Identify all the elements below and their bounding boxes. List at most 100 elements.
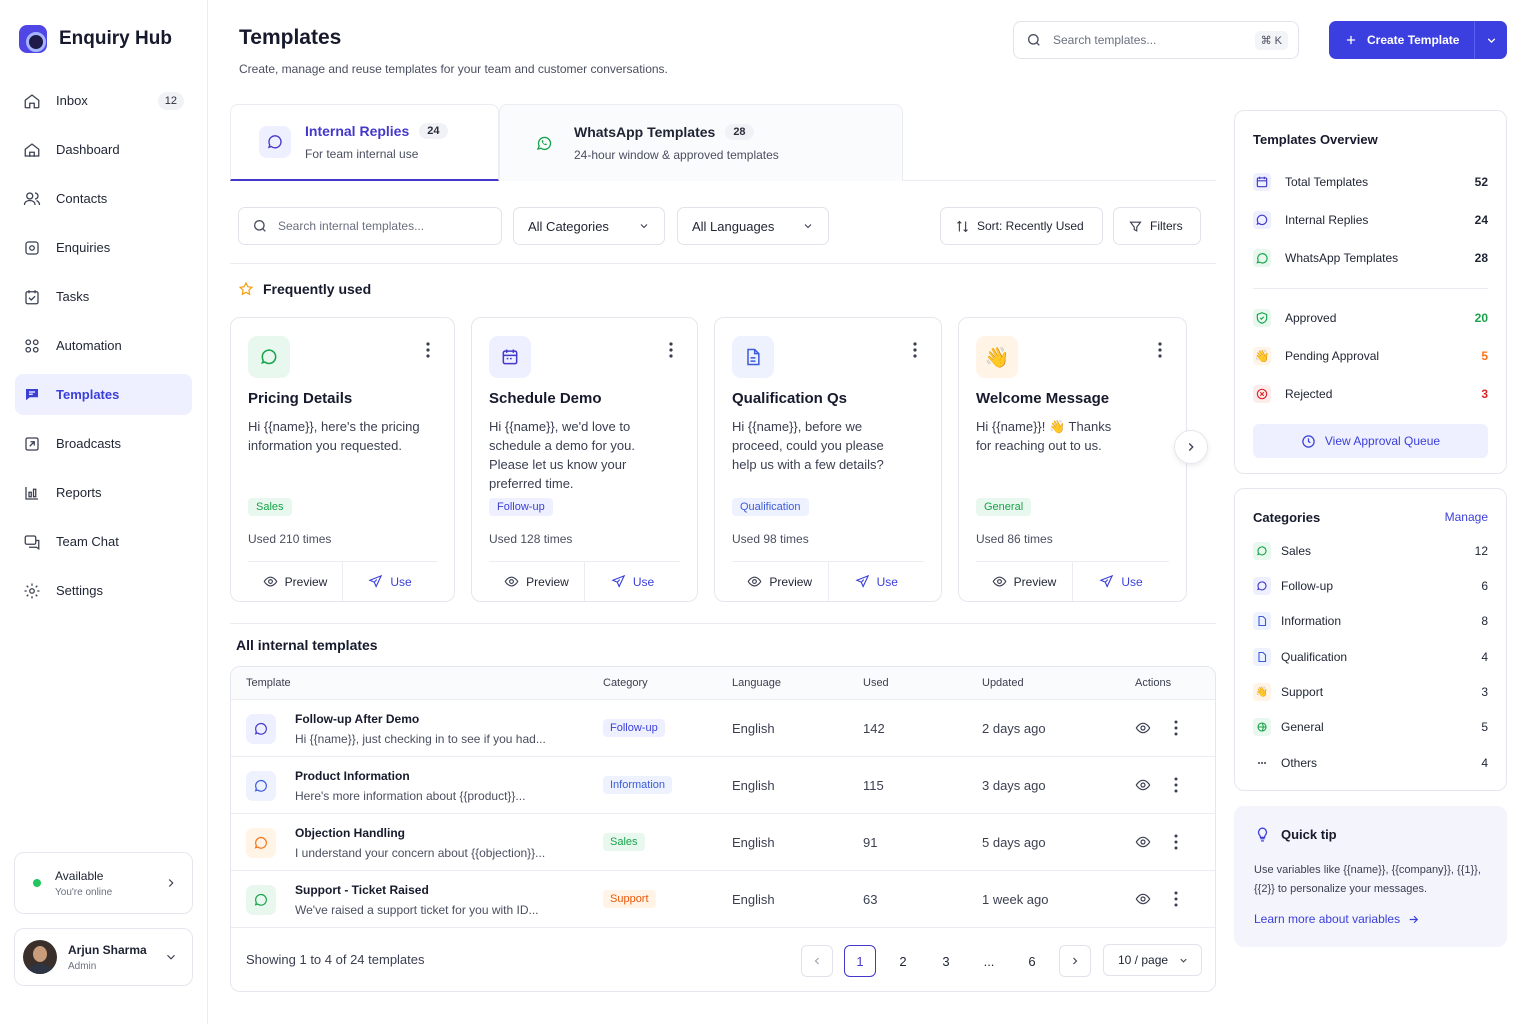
tab-internal-replies[interactable]: Internal Replies 24 For team internal use: [230, 104, 499, 181]
column-header[interactable]: Template: [246, 677, 291, 689]
language-cell: English: [732, 892, 775, 907]
more-vertical-icon[interactable]: [1171, 833, 1181, 851]
internal-search: [238, 207, 502, 245]
category-item[interactable]: Information 8: [1253, 612, 1488, 630]
page-button[interactable]: 2: [899, 953, 907, 969]
sidebar-item-label: Enquiries: [56, 240, 111, 255]
sidebar-item-templates[interactable]: Templates: [15, 374, 192, 415]
sidebar-item-tasks[interactable]: Tasks: [15, 276, 192, 317]
sidebar-item-dashboard[interactable]: Dashboard: [15, 129, 192, 170]
eye-icon[interactable]: [1135, 834, 1151, 850]
preview-button[interactable]: Preview: [732, 562, 828, 601]
template-preview: Here's more information about {{product}…: [295, 789, 526, 803]
sidebar-item-automation[interactable]: Automation: [15, 325, 192, 366]
more-vertical-icon[interactable]: [422, 340, 434, 360]
language-cell: English: [732, 721, 775, 736]
chevron-down-icon: [167, 954, 175, 960]
more-vertical-icon[interactable]: [665, 340, 677, 360]
learn-more-link[interactable]: Learn more about variables: [1254, 912, 1420, 926]
category-tag: General: [976, 498, 1032, 516]
column-header[interactable]: Updated: [982, 677, 1024, 689]
user-menu[interactable]: Arjun Sharma Admin: [14, 928, 193, 986]
sidebar-item-contacts[interactable]: Contacts: [15, 178, 192, 219]
eye-icon[interactable]: [1135, 720, 1151, 736]
sidebar-item-broadcasts[interactable]: Broadcasts: [15, 423, 192, 464]
template-card[interactable]: Schedule Demo Hi {{name}}, we'd love to …: [471, 317, 698, 602]
template-card[interactable]: 👋 Welcome Message Hi {{name}}! 👋 Thanks …: [958, 317, 1187, 602]
template-card[interactable]: Qualification Qs Hi {{name}}, before we …: [714, 317, 942, 602]
panel-title: Categories: [1253, 510, 1321, 525]
table-row[interactable]: Follow-up After Demo Hi {{name}}, just c…: [231, 700, 1215, 757]
filters-label: Filters: [1150, 219, 1183, 233]
table-row[interactable]: Product Information Here's more informat…: [231, 757, 1215, 814]
category-item[interactable]: General 5: [1253, 718, 1488, 736]
more-vertical-icon[interactable]: [1171, 776, 1181, 794]
overview-value: 3: [1481, 387, 1488, 401]
prev-page-button[interactable]: [801, 945, 833, 977]
sort-button[interactable]: Sort: Recently Used: [940, 207, 1103, 245]
category-item[interactable]: 👋 Support 3: [1253, 683, 1488, 701]
category-tag: Support: [603, 890, 656, 908]
category-select-value: All Categories: [528, 218, 609, 234]
sidebar-item-team-chat[interactable]: Team Chat: [15, 521, 192, 562]
category-item[interactable]: Qualification 4: [1253, 648, 1488, 666]
sidebar-item-inbox[interactable]: Inbox 12: [15, 80, 192, 121]
eye-icon[interactable]: [1135, 891, 1151, 907]
use-button[interactable]: Use: [1072, 562, 1169, 601]
use-button[interactable]: Use: [584, 562, 680, 601]
preview-button[interactable]: Preview: [489, 562, 584, 601]
column-header[interactable]: Used: [863, 677, 889, 689]
category-item[interactable]: Follow-up 6: [1253, 577, 1488, 595]
preview-button[interactable]: Preview: [976, 562, 1072, 601]
table-row[interactable]: Support - Ticket Raised We've raised a s…: [231, 871, 1215, 928]
internal-search-input[interactable]: [278, 219, 501, 233]
availability-status[interactable]: Available You're online: [14, 852, 193, 914]
page-size-select[interactable]: 10 / page: [1103, 944, 1202, 976]
category-item[interactable]: Others 4: [1253, 754, 1488, 772]
updated-cell: 5 days ago: [982, 835, 1046, 850]
page-button[interactable]: 3: [942, 953, 950, 969]
shield-check-icon: [1253, 309, 1271, 327]
avatar: [23, 940, 57, 974]
category-select[interactable]: All Categories: [513, 207, 665, 245]
template-preview: I understand your concern about {{object…: [295, 846, 546, 860]
use-button[interactable]: Use: [827, 562, 925, 601]
chat-icon: [259, 126, 291, 158]
column-header[interactable]: Language: [732, 677, 781, 689]
column-header[interactable]: Category: [603, 677, 648, 689]
card-title: Pricing Details: [248, 390, 353, 407]
template-card[interactable]: Pricing Details Hi {{name}}, here's the …: [230, 317, 455, 602]
sidebar-item-label: Contacts: [56, 191, 108, 206]
template-name: Support - Ticket Raised: [295, 883, 429, 897]
more-vertical-icon[interactable]: [1171, 890, 1181, 908]
use-button[interactable]: Use: [342, 562, 437, 601]
sidebar-item-settings[interactable]: Settings: [15, 570, 192, 611]
more-vertical-icon[interactable]: [1154, 340, 1166, 360]
tab-whatsapp-templates[interactable]: WhatsApp Templates 28 24-hour window & ap…: [499, 104, 903, 181]
more-vertical-icon[interactable]: [1171, 719, 1181, 737]
sidebar-item-enquiries[interactable]: Enquiries: [15, 227, 192, 268]
used-cell: 91: [863, 835, 878, 850]
preview-button[interactable]: Preview: [248, 562, 342, 601]
brand-name: Enquiry Hub: [59, 28, 172, 49]
more-vertical-icon[interactable]: [909, 340, 921, 360]
create-options-dropdown[interactable]: [1475, 34, 1507, 47]
category-item[interactable]: Sales 12: [1253, 542, 1488, 560]
next-page-button[interactable]: [1059, 945, 1091, 977]
use-label: Use: [876, 574, 898, 589]
search-input[interactable]: [1053, 33, 1255, 47]
manage-categories-link[interactable]: Manage: [1444, 510, 1488, 524]
language-select[interactable]: All Languages: [677, 207, 829, 245]
eye-icon[interactable]: [1135, 777, 1151, 793]
view-approval-queue-button[interactable]: View Approval Queue: [1253, 424, 1488, 458]
template-preview: Hi {{name}}, just checking in to see if …: [295, 732, 546, 746]
create-template-button[interactable]: Create Template: [1329, 21, 1507, 59]
carousel-next-button[interactable]: [1174, 430, 1208, 464]
brand[interactable]: Enquiry Hub: [15, 0, 192, 78]
page-button[interactable]: 6: [1028, 953, 1036, 969]
sidebar-item-reports[interactable]: Reports: [15, 472, 192, 513]
filters-button[interactable]: Filters: [1113, 207, 1201, 245]
table-row[interactable]: Objection Handling I understand your con…: [231, 814, 1215, 871]
star-icon: [238, 281, 254, 296]
page-button[interactable]: 1: [844, 945, 876, 977]
